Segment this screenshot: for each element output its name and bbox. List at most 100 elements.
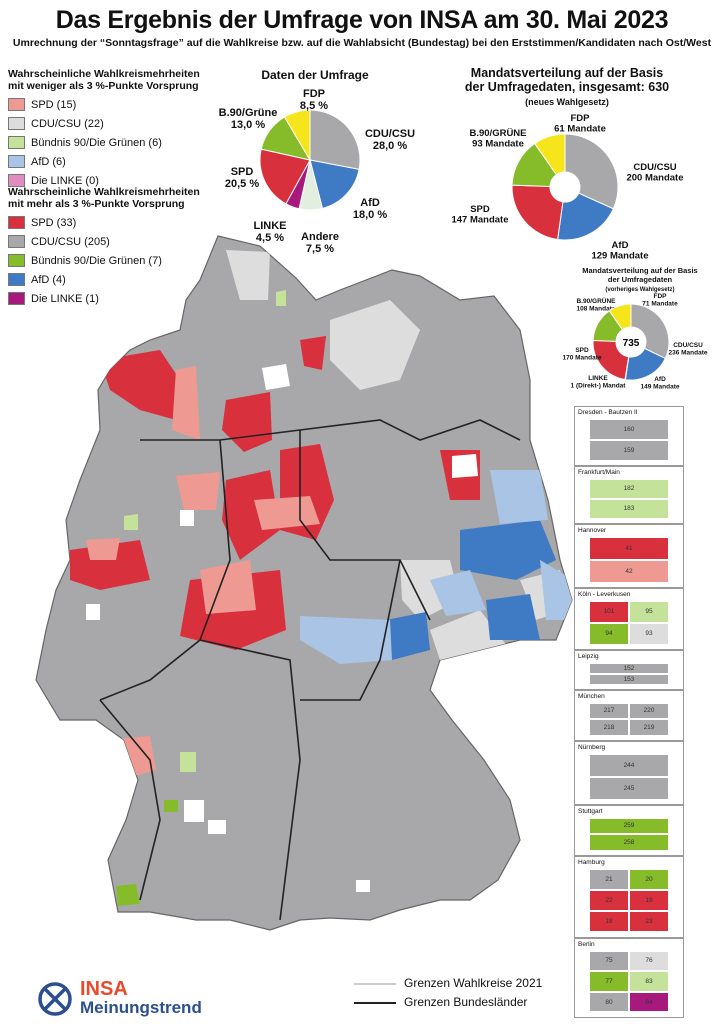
region-city <box>452 454 478 478</box>
pie-slice-afd <box>309 159 360 210</box>
seats-old-title: Mandatsverteilung auf der Basis der Umfra… <box>582 266 698 293</box>
inset-district: 75 <box>589 950 629 972</box>
pie-slice-cdu-csu <box>630 303 670 360</box>
inset-area: 101 95 94 93 <box>589 600 669 645</box>
region-spd-weak <box>176 472 220 510</box>
inset-district: 153 <box>589 673 669 685</box>
legend-item: AfD (4) <box>8 270 200 289</box>
inset-district: 159 <box>589 439 669 461</box>
pie-label: LINKE 1 (Direkt-) Mandat <box>571 375 627 390</box>
legend-swatch <box>8 136 25 149</box>
state-borders <box>99 419 521 921</box>
inset-m-nchen: München 217 220 218 219 <box>574 690 684 741</box>
inset-frankfurt-main: Frankfurt/Main 182 183 <box>574 466 684 524</box>
inset-area: 41 42 <box>589 536 669 583</box>
survey-chart-title: Daten der Umfrage <box>261 68 369 82</box>
pie-label: SPD 147 Mandate <box>451 204 508 226</box>
legend-swatch <box>8 117 25 130</box>
legend-swatch <box>8 273 25 286</box>
legend-bundeslaender: Grenzen Bundesländer <box>404 995 528 1009</box>
inset-title: Leipzig <box>578 653 599 660</box>
inset-district: 94 <box>589 622 629 645</box>
inset-stuttgart: Stuttgart 259 258 <box>574 805 684 856</box>
inset-district: 19 <box>629 889 669 912</box>
inset-area: 244 245 <box>589 753 669 800</box>
legend-wahlkreise: Grenzen Wahlkreise 2021 <box>404 976 543 990</box>
pie-label: B.90/GRÜNE 93 Mandate <box>469 128 526 150</box>
region-gruene-weak <box>124 514 138 530</box>
inset-district: 259 <box>589 817 669 834</box>
inset-district: 77 <box>589 971 629 992</box>
legend-weak: Wahrscheinliche Wahlkreismehrheiten mit w… <box>8 68 200 190</box>
inset-district: 95 <box>629 600 669 623</box>
region-spd-weak <box>86 538 120 560</box>
pie-label: LINKE 4,5 % <box>254 220 287 244</box>
legend-swatch <box>8 98 25 111</box>
legend-item: CDU/CSU (205) <box>8 232 200 251</box>
inset-district: 244 <box>589 753 669 777</box>
inset-district: 217 <box>589 702 629 719</box>
legend-label: AfD (6) <box>31 155 66 168</box>
region-spd-weak <box>254 496 320 530</box>
region-afd-weak <box>490 470 548 524</box>
legend-strong: Wahrscheinliche Wahlkreismehrheiten mit m… <box>8 186 200 308</box>
inset-district: 41 <box>589 536 669 560</box>
pie-label: FDP 71 Mandate <box>642 293 678 308</box>
inset-hannover: Hannover 41 42 <box>574 524 684 588</box>
legend-item: Bündnis 90/Die Grünen (6) <box>8 133 200 152</box>
seats-new-title: Mandatsverteilung auf der Basis der Umfra… <box>464 66 670 107</box>
pie-label: AfD 18,0 % <box>353 197 387 221</box>
inset-district: 22 <box>589 889 629 912</box>
legend-swatch <box>8 155 25 168</box>
region-cdu-weak <box>330 300 420 390</box>
inset-district: 160 <box>589 418 669 440</box>
legend-item: Die LINKE (1) <box>8 289 200 308</box>
legend-strong-title: Wahrscheinliche Wahlkreismehrheiten mit m… <box>8 186 200 210</box>
inset-district: 219 <box>629 719 669 736</box>
pie-label: AfD 129 Mandate <box>591 240 648 262</box>
inset-district: 182 <box>589 478 669 499</box>
legend-item: SPD (15) <box>8 95 200 114</box>
region-city <box>262 364 290 390</box>
region-gruene <box>116 884 140 906</box>
inset-area: 259 258 <box>589 817 669 851</box>
region-gruene-weak <box>180 752 196 772</box>
inset-leipzig: Leipzig 152 153 <box>574 650 684 690</box>
inset-district: 76 <box>629 950 669 972</box>
legend-item: SPD (33) <box>8 213 200 232</box>
inset-district: 152 <box>589 662 669 674</box>
region-spd <box>222 392 272 452</box>
region-city <box>180 510 194 526</box>
inset-area: 75 76 77 83 80 84 <box>589 950 669 1013</box>
legend-label: CDU/CSU (205) <box>31 235 110 248</box>
region-spd <box>100 350 180 420</box>
region-afd <box>486 594 540 640</box>
inset-area: 160 159 <box>589 418 669 461</box>
page-subtitle: Umrechnung der “Sonntagsfrage” auf die W… <box>12 37 712 49</box>
region-gruene-weak <box>276 290 286 306</box>
insa-logo-mark <box>38 982 72 1016</box>
inset-n-rnberg: Nürnberg 244 245 <box>574 741 684 805</box>
inset-title: Hannover <box>578 527 607 534</box>
inset-district: 80 <box>589 991 629 1013</box>
pie-slice-fdp <box>608 303 632 331</box>
seats-old-total: 735 <box>623 338 640 349</box>
region-afd <box>386 612 430 660</box>
legend-swatch <box>8 235 25 248</box>
legend-swatch <box>8 174 25 187</box>
region-gruene <box>164 800 178 812</box>
legend-label: CDU/CSU (22) <box>31 117 104 130</box>
inset-district: 101 <box>589 600 629 623</box>
inset-district: 18 <box>589 911 629 933</box>
inset-title: Hamburg <box>578 859 605 866</box>
pie-label: FDP 61 Mandate <box>554 113 606 135</box>
pie-label: B.90/Grüne 13,0 % <box>219 107 278 131</box>
region-city <box>356 880 370 892</box>
legend-weak-title: Wahrscheinliche Wahlkreismehrheiten mit w… <box>8 68 200 92</box>
inset-title: Nürnberg <box>578 744 606 751</box>
inset-area: 152 153 <box>589 662 669 685</box>
inset-area: 21 20 22 19 18 23 <box>589 868 669 933</box>
inset-title: München <box>578 693 605 700</box>
